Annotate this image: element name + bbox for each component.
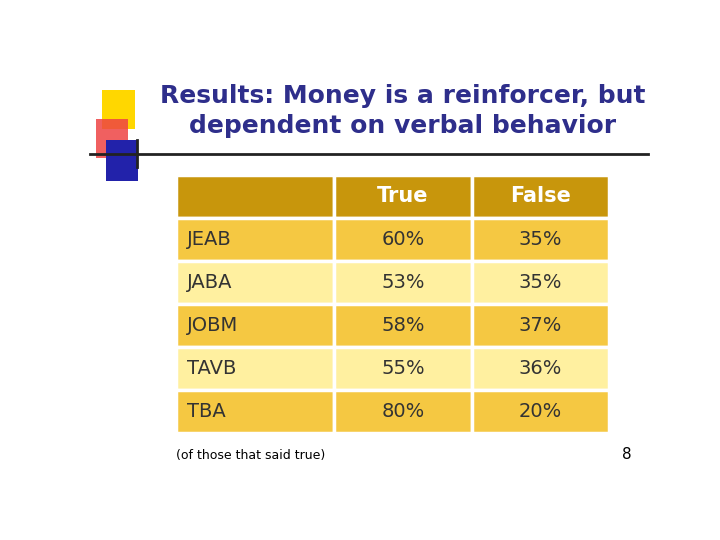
Text: 35%: 35% [518, 273, 562, 292]
FancyBboxPatch shape [334, 304, 472, 347]
Text: JABA: JABA [186, 273, 232, 292]
Text: 20%: 20% [518, 402, 562, 421]
FancyBboxPatch shape [334, 347, 472, 390]
Text: (of those that said true): (of those that said true) [176, 449, 325, 462]
Text: 8: 8 [621, 447, 631, 462]
Text: TBA: TBA [186, 402, 225, 421]
Text: 53%: 53% [381, 273, 425, 292]
FancyBboxPatch shape [472, 175, 609, 218]
FancyBboxPatch shape [176, 175, 334, 218]
FancyBboxPatch shape [472, 347, 609, 390]
FancyBboxPatch shape [176, 390, 334, 433]
FancyBboxPatch shape [472, 261, 609, 304]
FancyBboxPatch shape [334, 261, 472, 304]
Text: 80%: 80% [382, 402, 425, 421]
Text: 37%: 37% [518, 316, 562, 335]
Text: True: True [377, 186, 428, 206]
Text: 35%: 35% [518, 230, 562, 249]
FancyBboxPatch shape [334, 175, 472, 218]
FancyBboxPatch shape [472, 304, 609, 347]
Text: False: False [510, 186, 571, 206]
Text: JEAB: JEAB [186, 230, 231, 249]
Bar [96, 119, 128, 158]
FancyBboxPatch shape [472, 390, 609, 433]
Text: 58%: 58% [381, 316, 425, 335]
Text: 36%: 36% [518, 359, 562, 378]
FancyBboxPatch shape [176, 304, 334, 347]
Bar [102, 90, 135, 129]
FancyBboxPatch shape [334, 390, 472, 433]
FancyBboxPatch shape [472, 218, 609, 261]
FancyBboxPatch shape [176, 218, 334, 261]
Text: Results: Money is a reinforcer, but
dependent on verbal behavior: Results: Money is a reinforcer, but depe… [160, 84, 645, 138]
Text: 60%: 60% [382, 230, 425, 249]
Text: TAVB: TAVB [186, 359, 236, 378]
Text: 55%: 55% [381, 359, 425, 378]
FancyBboxPatch shape [176, 261, 334, 304]
FancyBboxPatch shape [334, 218, 472, 261]
Text: JOBM: JOBM [186, 316, 238, 335]
FancyBboxPatch shape [176, 347, 334, 390]
Bar [106, 140, 138, 181]
